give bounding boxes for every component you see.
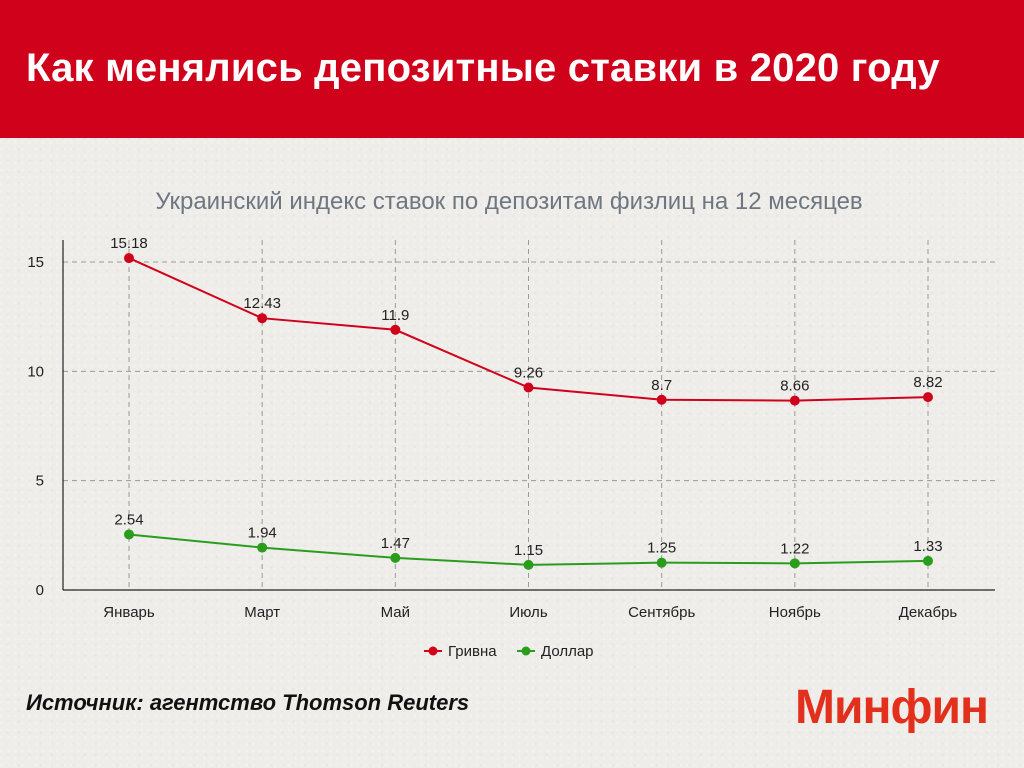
- data-point: [124, 253, 134, 264]
- x-tick-label: Декабрь: [899, 604, 958, 621]
- header-banner: Как менялись депозитные ставки в 2020 го…: [0, 0, 1024, 138]
- data-label: 9.26: [514, 365, 543, 382]
- data-point: [390, 324, 401, 335]
- page-title: Как менялись депозитные ставки в 2020 го…: [26, 46, 940, 90]
- data-label: 8.66: [780, 378, 809, 395]
- data-point: [124, 529, 134, 540]
- legend-label: Гривна: [448, 643, 497, 660]
- data-label: 1.15: [514, 542, 543, 559]
- data-point: [523, 382, 534, 393]
- x-tick-label: Ноябрь: [769, 604, 821, 621]
- x-tick-label: Январь: [103, 604, 155, 621]
- data-label: 1.25: [647, 540, 676, 557]
- legend-swatch-dot: [428, 646, 438, 656]
- data-label: 15.18: [110, 235, 148, 252]
- chart-grid: [63, 240, 995, 590]
- data-label: 1.22: [780, 540, 809, 557]
- data-point: [656, 557, 667, 568]
- y-tick-label: 5: [36, 473, 44, 490]
- x-tick-label: Май: [381, 604, 410, 621]
- data-label: 8.7: [651, 377, 672, 394]
- x-axis-ticks: Январь Март Май Июль Сентябрь Ноябрь Декабрь: [103, 604, 957, 621]
- data-point: [257, 313, 268, 324]
- source-note: Источник: агентство Thomson Reuters: [26, 690, 470, 715]
- data-labels: 15.18 12.43 11.9 9.26 8.7 8.66 8.82 2.54 1.94 1.4…: [110, 235, 942, 559]
- data-point: [656, 394, 667, 405]
- y-tick-label: 10: [27, 363, 44, 380]
- data-point: [789, 395, 800, 406]
- y-axis-ticks: 0 5 10 15: [27, 254, 44, 599]
- data-label: 1.33: [913, 538, 942, 555]
- data-label: 11.9: [381, 307, 409, 324]
- data-point: [257, 542, 268, 553]
- x-tick-label: Сентябрь: [628, 604, 695, 621]
- data-label: 1.47: [381, 535, 410, 552]
- data-point: [523, 559, 534, 570]
- legend-label: Доллар: [541, 643, 594, 660]
- data-label: 8.82: [913, 374, 942, 391]
- legend-swatch-dot: [521, 646, 531, 656]
- chart-subtitle: Украинский индекс ставок по депозитам фи…: [155, 188, 862, 215]
- series-points: [124, 253, 933, 570]
- data-point: [923, 392, 933, 403]
- x-tick-label: Март: [244, 604, 280, 621]
- minfin-logo: Минфин: [795, 681, 989, 734]
- data-point: [789, 558, 800, 569]
- data-label: 2.54: [114, 511, 143, 528]
- chart-legend: Гривна Доллар: [424, 643, 594, 660]
- data-point: [923, 555, 933, 566]
- data-point: [390, 552, 401, 563]
- data-label: 12.43: [243, 295, 281, 312]
- y-tick-label: 15: [27, 254, 44, 271]
- x-tick-label: Июль: [509, 604, 547, 621]
- chart-axes: [62, 240, 995, 591]
- data-label: 1.94: [248, 525, 277, 542]
- y-tick-label: 0: [36, 582, 44, 599]
